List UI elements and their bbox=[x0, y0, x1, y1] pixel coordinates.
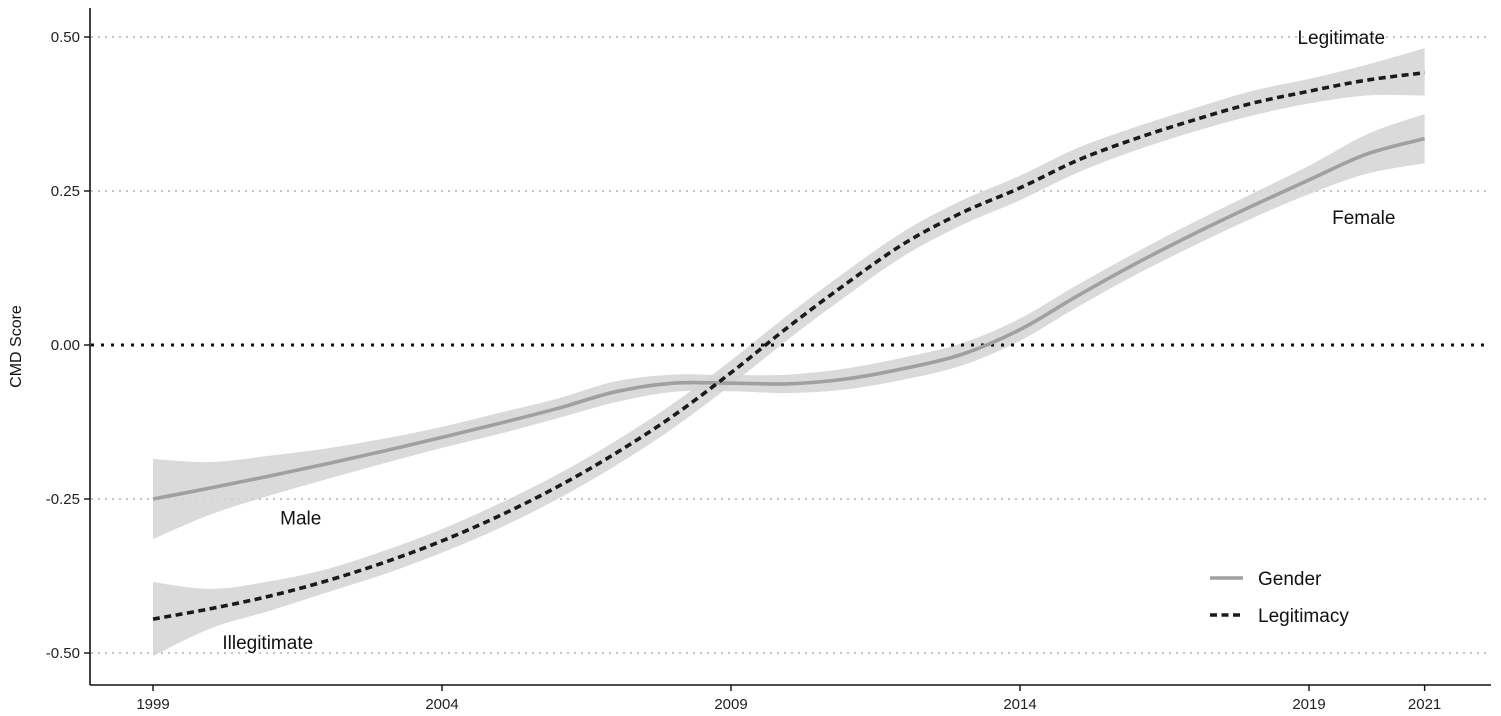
axes bbox=[89, 8, 1491, 686]
x-tick-label: 2014 bbox=[1003, 696, 1036, 713]
y-tick-label: -0.25 bbox=[46, 491, 80, 508]
grid-lines bbox=[91, 36, 1491, 654]
legend-label-legitimacy: Legitimacy bbox=[1258, 606, 1349, 627]
x-tick-label: 1999 bbox=[136, 696, 169, 713]
confidence-bands bbox=[153, 48, 1425, 657]
annotation-female: Female bbox=[1332, 208, 1395, 229]
annotation-male: Male bbox=[280, 508, 321, 529]
annotation-illegitimate: Illegitimate bbox=[222, 633, 313, 654]
y-tick-label: -0.50 bbox=[46, 645, 80, 662]
confidence-band-gender bbox=[153, 114, 1425, 540]
y-axis-title: CMD Score bbox=[8, 305, 25, 388]
y-tick-label: 0.25 bbox=[51, 183, 80, 200]
series-lines bbox=[152, 70, 1426, 621]
x-tick-label: 2019 bbox=[1292, 696, 1325, 713]
legend-label-gender: Gender bbox=[1258, 569, 1322, 590]
series-line-legitimacy bbox=[152, 70, 1425, 621]
confidence-band-legitimacy bbox=[153, 48, 1425, 657]
x-tick-label: 2021 bbox=[1408, 696, 1441, 713]
axis-ticks: 0.50 0.25 0.00 -0.25 -0.50 1999 2004 2009 2014 20… bbox=[46, 29, 1441, 713]
x-tick-label: 2009 bbox=[714, 696, 747, 713]
y-tick-label: 0.00 bbox=[51, 337, 80, 354]
x-tick-label: 2004 bbox=[425, 696, 458, 713]
annotation-legitimate: Legitimate bbox=[1297, 28, 1385, 49]
series-annotations: Legitimate Female Male Illegitimate bbox=[222, 28, 1395, 654]
y-tick-label: 0.50 bbox=[51, 29, 80, 46]
legend: Gender Legitimacy bbox=[1210, 569, 1349, 627]
series-line-gender bbox=[152, 136, 1426, 501]
